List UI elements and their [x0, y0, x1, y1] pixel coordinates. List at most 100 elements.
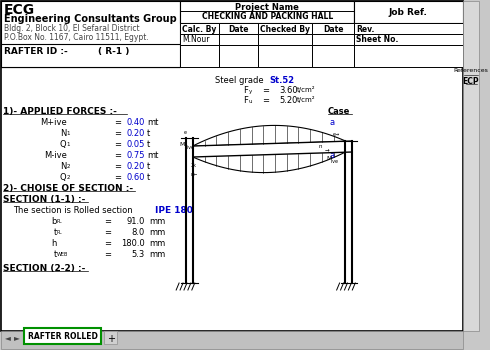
Text: IPE 180: IPE 180 — [155, 206, 193, 215]
Text: t: t — [147, 162, 150, 171]
Text: St.52: St.52 — [269, 76, 294, 85]
Text: t: t — [53, 228, 57, 237]
Bar — [180, 23, 219, 34]
Text: M: M — [326, 156, 331, 161]
Text: rve: rve — [331, 159, 339, 164]
Text: u: u — [248, 99, 252, 104]
Text: 2: 2 — [67, 164, 70, 169]
Text: =: = — [104, 217, 111, 226]
Text: b: b — [51, 217, 57, 226]
Bar — [180, 1, 354, 23]
Text: 91.0: 91.0 — [126, 217, 145, 226]
Text: 0.75: 0.75 — [126, 151, 145, 160]
Text: The section is Rolled section: The section is Rolled section — [13, 206, 132, 215]
Text: 5.3: 5.3 — [132, 250, 145, 259]
Text: =: = — [262, 86, 270, 95]
Bar — [312, 34, 354, 45]
Text: 0.05: 0.05 — [126, 140, 145, 149]
Bar — [219, 23, 258, 34]
Text: mm: mm — [149, 228, 165, 237]
Bar — [180, 34, 219, 45]
Bar — [1, 331, 463, 349]
Text: M.Nour: M.Nour — [182, 35, 210, 44]
Text: F: F — [243, 96, 247, 105]
Text: SECTION (2-2) :-: SECTION (2-2) :- — [3, 264, 85, 273]
Text: n←: n← — [191, 172, 198, 177]
Text: +: + — [107, 334, 115, 344]
Text: t: t — [53, 250, 57, 259]
Text: 2)- CHOISE OF SECTION :-: 2)- CHOISE OF SECTION :- — [3, 184, 133, 193]
Text: CHECKING AND PACKING HALL: CHECKING AND PACKING HALL — [201, 12, 333, 21]
Text: Project Name: Project Name — [235, 3, 299, 12]
Text: M+ive: M+ive — [40, 118, 67, 127]
Text: Job Ref.: Job Ref. — [389, 8, 428, 17]
Bar — [312, 23, 354, 34]
Bar — [354, 45, 463, 67]
Text: M: M — [179, 142, 184, 147]
Text: =: = — [114, 140, 121, 149]
Text: 8.0: 8.0 — [132, 228, 145, 237]
Text: 3.60: 3.60 — [279, 86, 297, 95]
Text: ECG: ECG — [4, 3, 35, 17]
Text: n: n — [318, 144, 321, 149]
Text: SECTION (1-1) :-: SECTION (1-1) :- — [3, 195, 85, 204]
Text: e→: e→ — [333, 132, 340, 137]
Bar — [1, 44, 180, 67]
Bar — [1, 1, 180, 67]
Text: →: → — [325, 147, 330, 152]
Text: 2k: 2k — [191, 163, 197, 168]
Text: mt: mt — [147, 151, 158, 160]
Bar — [258, 45, 312, 67]
Text: References: References — [453, 68, 488, 73]
Text: t: t — [147, 129, 150, 138]
Text: 0.20: 0.20 — [126, 129, 145, 138]
Text: ◄: ◄ — [5, 333, 11, 342]
Text: y: y — [248, 89, 252, 94]
Text: 0.60: 0.60 — [126, 173, 145, 182]
Text: P.O.Box No. 1167, Cairo 11511, Egypt.: P.O.Box No. 1167, Cairo 11511, Egypt. — [4, 33, 148, 42]
Bar — [219, 34, 258, 45]
Text: mm: mm — [149, 250, 165, 259]
Bar — [354, 1, 463, 23]
Text: h: h — [51, 239, 57, 248]
Text: Q: Q — [60, 173, 67, 182]
Bar — [463, 1, 479, 331]
Text: ►: ► — [14, 333, 20, 342]
Text: Q: Q — [60, 140, 67, 149]
Bar — [104, 331, 118, 344]
Text: N: N — [60, 129, 67, 138]
Text: -ive: -ive — [186, 145, 195, 150]
Text: =: = — [114, 151, 121, 160]
Text: mm: mm — [149, 217, 165, 226]
Text: Date: Date — [228, 25, 249, 34]
Text: 1: 1 — [67, 131, 70, 136]
Text: =: = — [104, 250, 111, 259]
Text: 1)- APPLIED FORCES :-: 1)- APPLIED FORCES :- — [3, 107, 117, 116]
Text: WEB: WEB — [57, 252, 68, 257]
Text: PL: PL — [57, 219, 62, 224]
Text: =: = — [114, 129, 121, 138]
Text: 0.20: 0.20 — [126, 162, 145, 171]
Text: F: F — [243, 86, 247, 95]
Text: ECP: ECP — [463, 77, 479, 86]
Text: =: = — [104, 239, 111, 248]
Text: 5.20: 5.20 — [279, 96, 297, 105]
Text: =: = — [114, 173, 121, 182]
Bar — [24, 328, 101, 344]
Text: Bldg. 2, Block 10, El Sefaral District: Bldg. 2, Block 10, El Sefaral District — [4, 24, 140, 33]
Text: 2: 2 — [67, 175, 70, 180]
Text: Calc. By: Calc. By — [182, 25, 217, 34]
Text: =: = — [114, 162, 121, 171]
Text: t/cm²: t/cm² — [296, 96, 315, 103]
Text: Sheet No.: Sheet No. — [356, 35, 398, 44]
Text: N: N — [60, 162, 67, 171]
Bar — [180, 45, 219, 67]
Text: e: e — [184, 130, 187, 135]
Text: Steel grade: Steel grade — [215, 76, 264, 85]
Text: Case: Case — [328, 107, 350, 116]
Text: mt: mt — [147, 118, 158, 127]
Text: M-ive: M-ive — [44, 151, 67, 160]
Text: mm: mm — [149, 239, 165, 248]
Text: a: a — [330, 151, 335, 160]
Text: Rev.: Rev. — [356, 25, 374, 34]
